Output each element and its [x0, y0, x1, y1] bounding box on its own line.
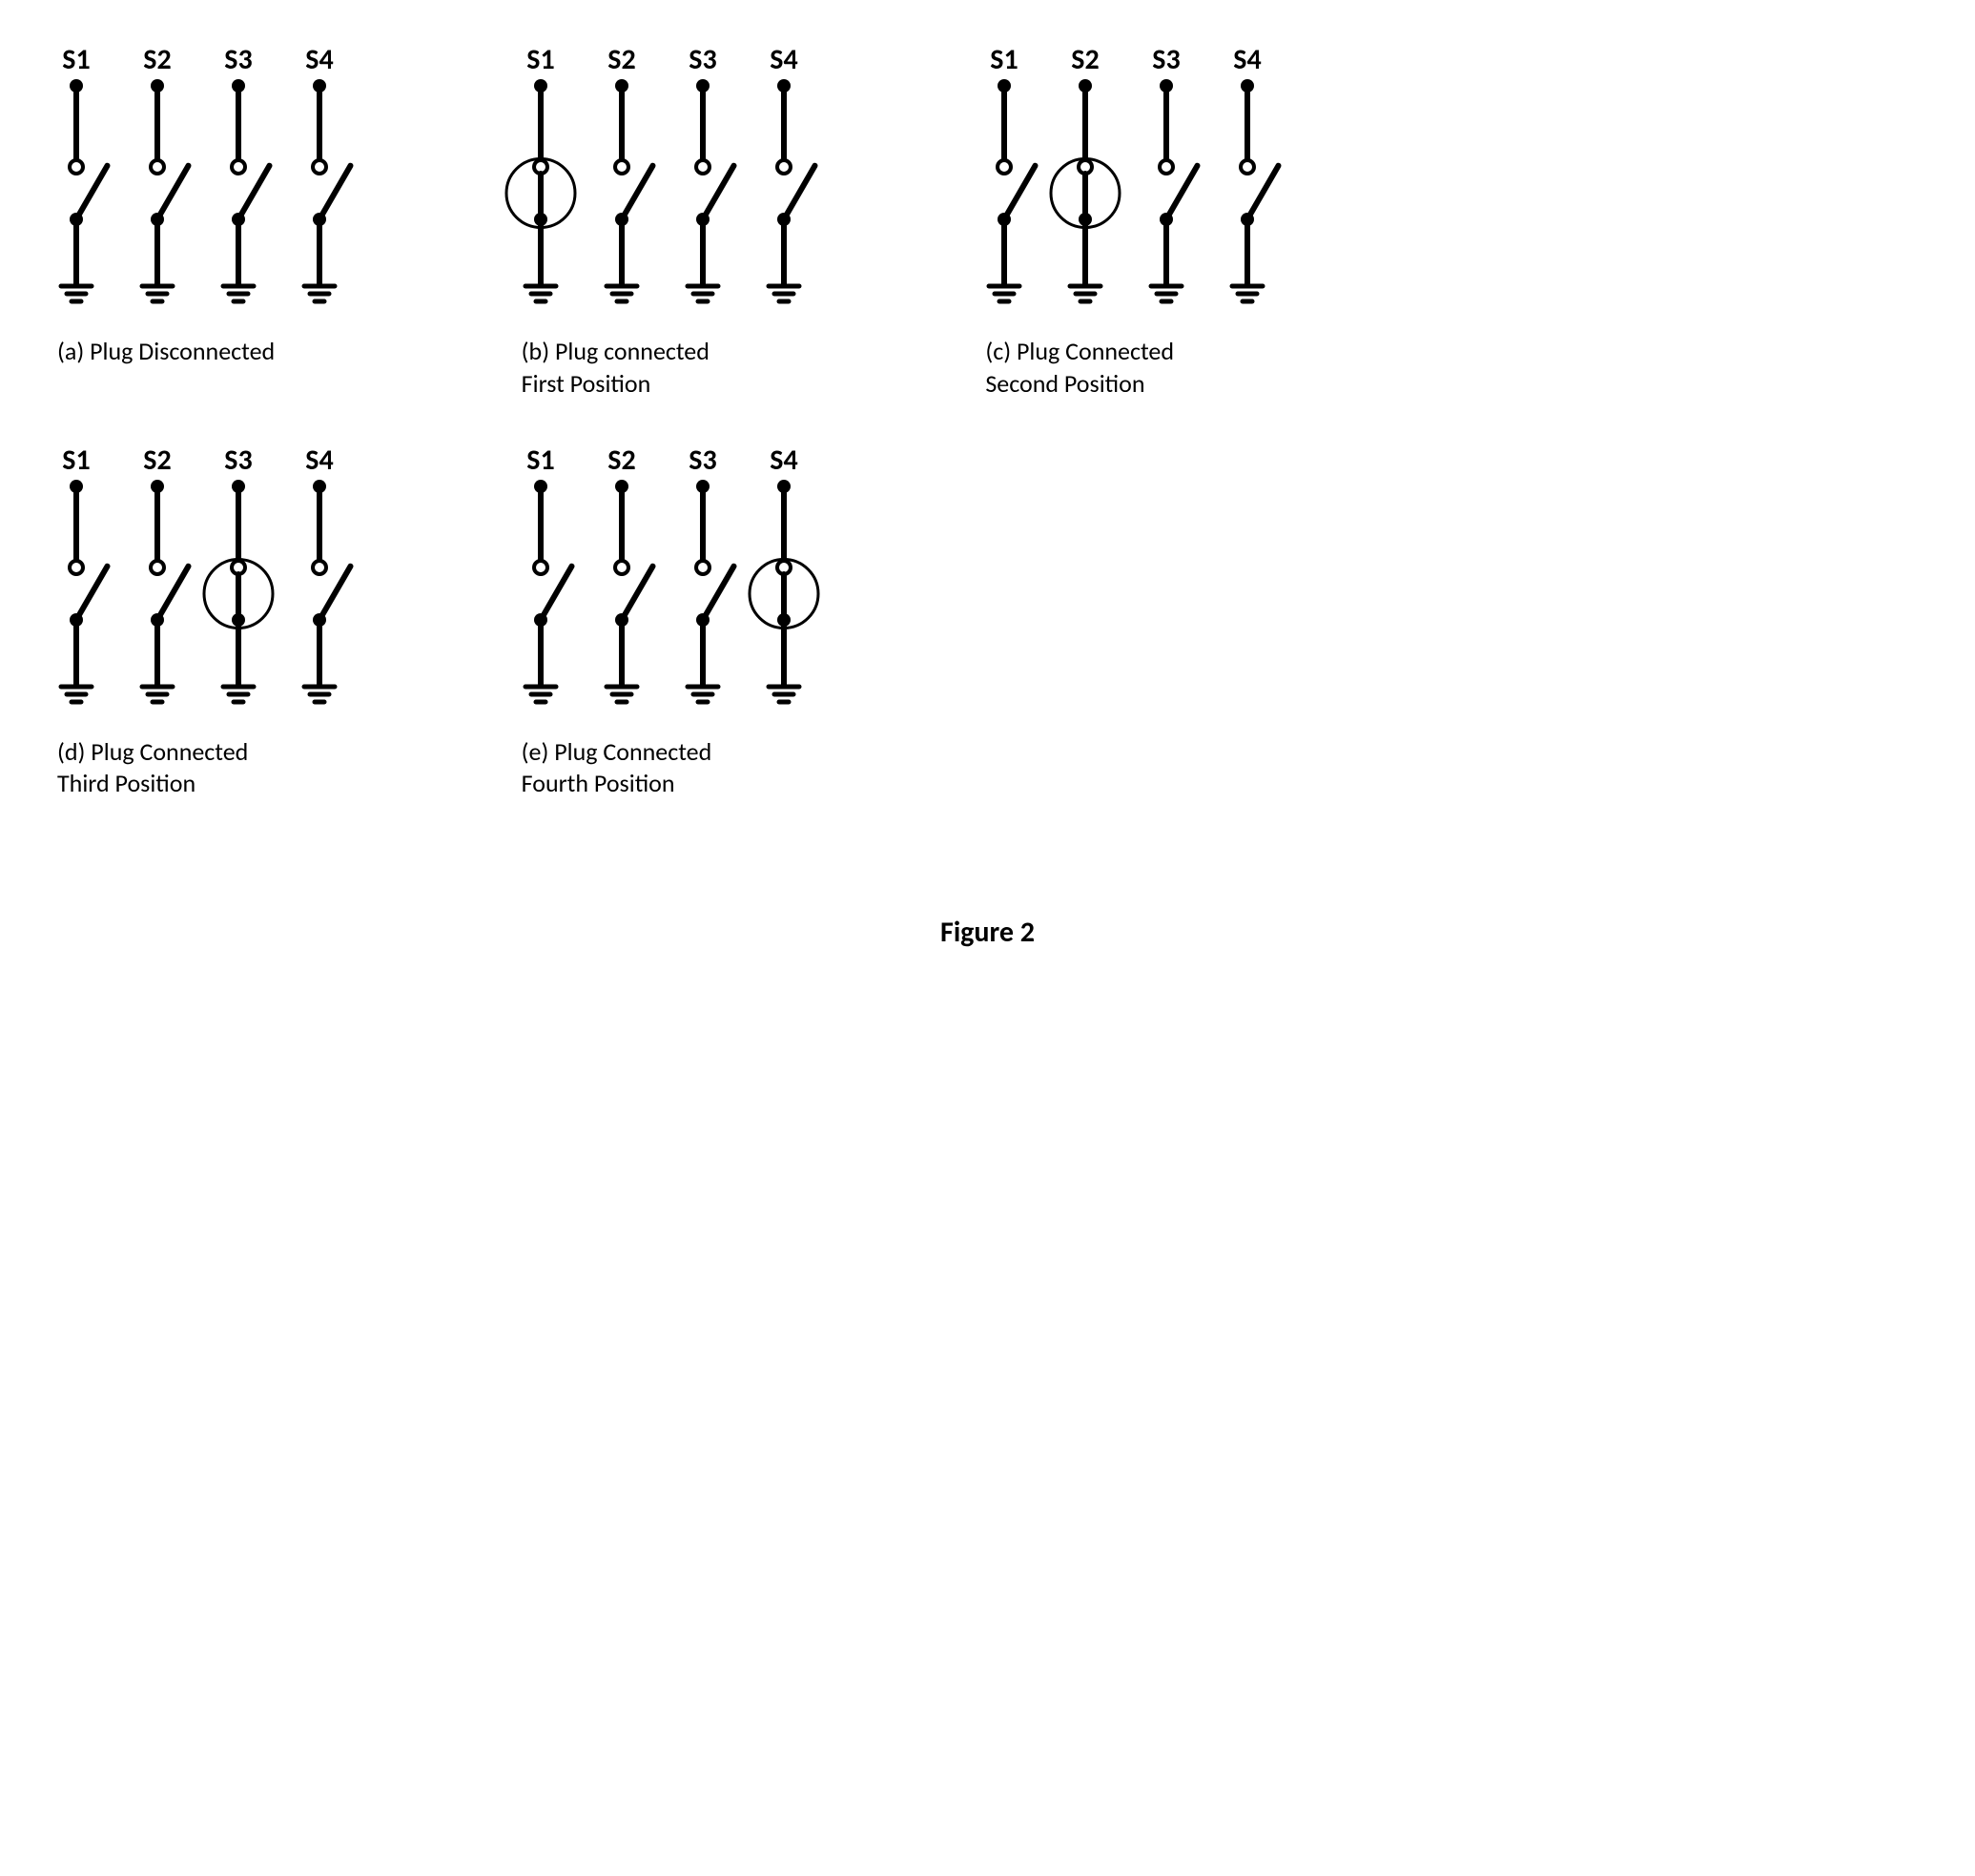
switch-label: S2	[143, 42, 171, 77]
panel-caption: (e) Plug Connected Fourth Position	[503, 736, 712, 801]
panel-caption: (c) Plug Connected Second Position	[966, 336, 1174, 401]
switch-label: S1	[991, 42, 1018, 77]
switch-label: S3	[689, 42, 716, 77]
switch-label: S3	[224, 42, 252, 77]
switch-label: S3	[1153, 42, 1181, 77]
panel-caption: (a) Plug Disconnected	[38, 336, 275, 368]
figure-title: Figure 2	[38, 915, 1937, 950]
switch-label: S1	[62, 42, 90, 77]
switch-label: S2	[607, 443, 635, 478]
switch-label: S3	[689, 443, 716, 478]
switch-label: S1	[62, 443, 90, 478]
switch-label: S2	[143, 443, 171, 478]
panel-caption: (d) Plug Connected Third Position	[38, 736, 248, 801]
panel-caption: (b) Plug connected First Position	[503, 336, 710, 401]
panel-a: S1 S2 S3 S4 (a) Plug Disconnected	[38, 38, 445, 401]
switch-label: S4	[1234, 42, 1262, 77]
switch-label: S4	[770, 443, 797, 478]
switch-diagram: S1 S2 S3 S4	[966, 38, 1328, 324]
panel-b: S1 S2 S3 S4 (b) Plug connected First Positio…	[503, 38, 910, 401]
switch-label: S1	[526, 443, 554, 478]
switch-diagram: S1 S2 S3 S4	[503, 439, 865, 725]
switch-diagram: S1 S2 S3 S4	[503, 38, 865, 324]
switch-label: S4	[305, 42, 333, 77]
switch-label: S2	[1072, 42, 1100, 77]
switch-diagram: S1 S2 S3 S4	[38, 439, 401, 725]
switch-label: S4	[770, 42, 797, 77]
switch-label: S2	[607, 42, 635, 77]
panel-c: S1 S2 S3 S4 (c) Plug Connected Second Positi…	[966, 38, 1373, 401]
switch-diagram: S1 S2 S3 S4	[38, 38, 401, 324]
switch-label: S4	[305, 443, 333, 478]
figure-grid: S1 S2 S3 S4 (a) Plug Disconnected S1 S2 S3 S4 (b)…	[38, 38, 1373, 800]
switch-label: S1	[526, 42, 554, 77]
panel-e: S1 S2 S3 S4 (e) Plug Connected Fourth Positi…	[503, 439, 910, 801]
switch-label: S3	[224, 443, 252, 478]
panel-d: S1 S2 S3 S4 (d) Plug Connected Third Positio…	[38, 439, 445, 801]
